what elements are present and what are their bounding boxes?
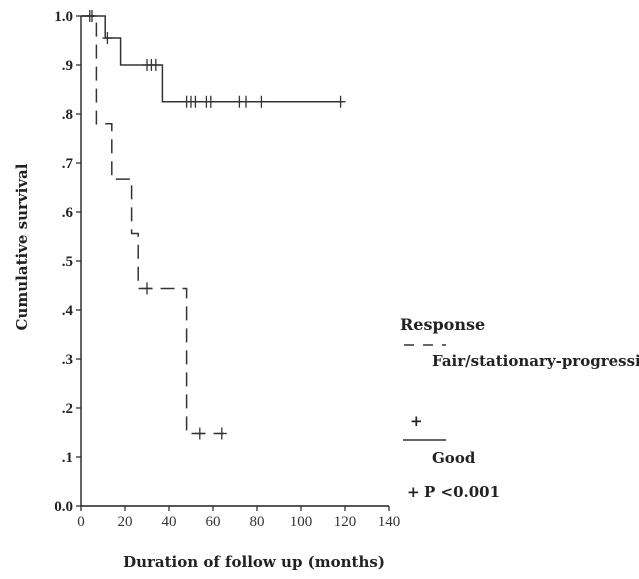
y-tick-label: .6 [62,205,74,221]
y-tick-label: .8 [62,107,73,123]
legend-title: Response [400,315,485,334]
y-tick-label: .7 [62,156,74,172]
x-tick-label: 60 [206,514,221,530]
series-line-fair [81,15,224,435]
legend-censor-symbol: + [410,412,423,430]
x-tick-label: 80 [250,514,265,530]
y-tick-label: .4 [62,303,74,319]
y-tick-label: .9 [62,58,73,74]
chart-ticks: 0.0 .1 .2 .3 .4 .5 .6 .7 .8 .9 1.0 0 20 40 60 80 100 120 1… [54,9,400,530]
p-value-annotation: P <0.001 [424,483,500,501]
y-tick-label: .3 [62,352,73,368]
x-tick-label: 40 [162,514,177,530]
x-tick-label: 100 [290,514,313,530]
y-tick-label: 0.0 [54,499,73,515]
chart-axes [80,16,389,507]
chart-series [81,10,346,440]
y-axis-title: Cumulative survival [13,163,31,330]
legend-label-good: Good [432,449,476,467]
y-tick-label: .1 [62,450,73,466]
legend-censor-symbol-p: + [407,483,420,501]
x-axis-title: Duration of follow up (months) [123,553,385,571]
legend: Response Fair/stationary-progressive dis… [400,315,639,501]
x-tick-label: 120 [334,514,357,530]
y-tick-label: 1.0 [54,9,73,25]
legend-label-fair: Fair/stationary-progressive disease [432,352,639,370]
x-tick-label: 140 [378,514,401,530]
y-tick-label: .2 [62,401,73,417]
series-line-good [81,15,343,103]
x-tick-label: 20 [118,514,133,530]
x-tick-label: 0 [77,514,85,530]
y-tick-label: .5 [62,254,73,270]
